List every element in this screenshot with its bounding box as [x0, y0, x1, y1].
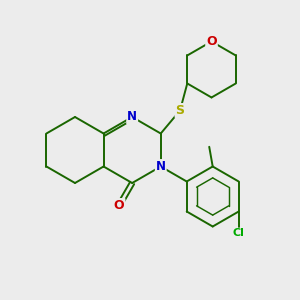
Text: O: O [114, 199, 124, 212]
Text: N: N [127, 110, 137, 124]
Text: O: O [206, 35, 217, 48]
Text: Cl: Cl [233, 229, 244, 238]
Text: N: N [156, 160, 166, 173]
Text: S: S [176, 104, 184, 117]
